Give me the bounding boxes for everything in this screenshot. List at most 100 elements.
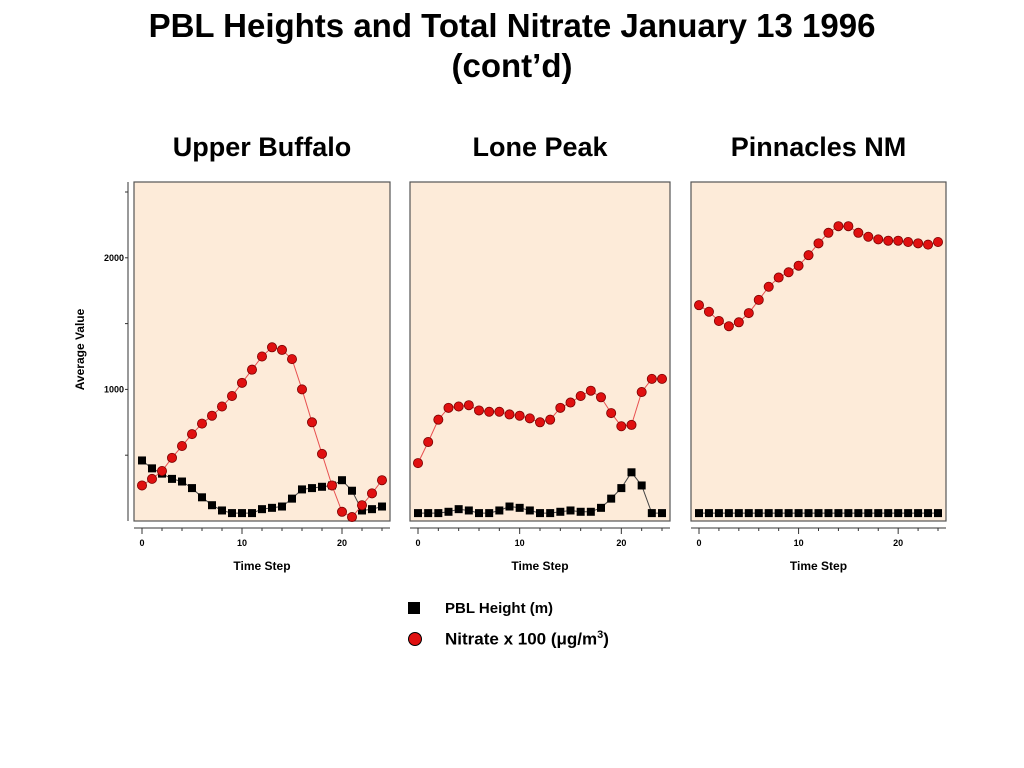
pbl-point-0-5	[188, 484, 196, 493]
nitrate-point-2-6	[753, 294, 764, 305]
nitrate-point-2-20	[893, 235, 904, 246]
pbl-point-2-10	[794, 509, 803, 518]
pbl-point-2-20	[894, 509, 903, 518]
pbl-point-1-1	[424, 509, 433, 518]
pbl-point-1-10	[515, 503, 524, 512]
nitrate-point-1-15	[565, 397, 576, 408]
nitrate-point-1-16	[575, 390, 586, 401]
plot-area-2	[690, 181, 947, 522]
nitrate-point-0-4	[176, 440, 187, 451]
pbl-point-1-16	[576, 507, 585, 516]
y-tick-label-0: 1000	[104, 384, 124, 394]
pbl-point-0-17	[308, 484, 316, 493]
nitrate-point-1-3	[443, 402, 454, 413]
nitrate-point-1-19	[606, 408, 617, 419]
title-line-1: PBL Heights and Total Nitrate January 13…	[148, 7, 876, 44]
pbl-point-2-0	[695, 509, 703, 518]
nitrate-point-1-22	[636, 387, 647, 398]
nitrate-point-1-7	[484, 406, 495, 417]
nitrate-point-0-24	[376, 475, 387, 486]
pbl-point-1-22	[637, 481, 646, 490]
nitrate-point-1-1	[423, 437, 434, 448]
nitrate-point-1-0	[412, 458, 423, 469]
pbl-point-2-15	[844, 509, 853, 518]
nitrate-point-2-13	[823, 227, 834, 238]
nitrate-point-1-23	[646, 373, 657, 384]
pbl-point-1-12	[536, 509, 544, 518]
nitrate-point-0-10	[236, 377, 247, 388]
pbl-point-2-17	[864, 509, 873, 518]
nitrate-label-prefix: Nitrate x 100 (	[445, 629, 557, 649]
nitrate-point-0-16	[296, 384, 307, 395]
nitrate-point-1-21	[626, 419, 637, 430]
nitrate-point-2-8	[773, 272, 784, 283]
pbl-point-0-4	[178, 477, 186, 486]
pbl-point-2-23	[924, 509, 933, 518]
pbl-point-1-17	[586, 507, 595, 516]
nitrate-point-2-15	[843, 221, 854, 232]
pbl-point-1-8	[495, 506, 504, 515]
nitrate-point-2-16	[853, 227, 864, 238]
pbl-point-2-1	[704, 509, 713, 518]
x-tick-label-0-1: 10	[237, 538, 247, 548]
nitrate-point-0-13	[266, 342, 277, 353]
panel-title-0: Upper Buffalo	[173, 132, 352, 162]
nitrate-point-1-24	[657, 373, 668, 384]
pbl-point-0-14	[278, 502, 286, 511]
y-axis-label: Average Value	[73, 308, 87, 390]
pbl-point-1-24	[658, 509, 666, 518]
pbl-point-1-9	[505, 502, 514, 511]
nitrate-point-0-20	[336, 506, 347, 517]
x-tick-label-1-2: 20	[616, 538, 626, 548]
nitrate-label-suffix: )	[603, 629, 609, 649]
pbl-point-0-13	[268, 503, 276, 512]
pbl-point-1-3	[444, 507, 453, 516]
nitrate-point-2-24	[933, 237, 944, 248]
pbl-point-1-11	[525, 506, 534, 515]
pbl-point-1-18	[597, 503, 605, 512]
pbl-point-0-15	[288, 494, 296, 503]
nitrate-point-2-14	[833, 221, 844, 232]
nitrate-point-1-8	[494, 406, 505, 417]
x-axis-label-0: Time Step	[233, 559, 290, 573]
nitrate-point-2-1	[703, 306, 714, 317]
nitrate-point-2-21	[903, 237, 914, 248]
pbl-point-2-5	[744, 509, 753, 518]
nitrate-point-1-5	[463, 400, 474, 411]
x-tick-label-2-2: 20	[893, 538, 903, 548]
pbl-point-0-12	[258, 505, 266, 514]
x-tick-label-1-0: 0	[415, 538, 420, 548]
nitrate-point-2-0	[694, 300, 705, 311]
nitrate-point-2-23	[923, 239, 934, 250]
x-tick-label-2-0: 0	[696, 538, 701, 548]
nitrate-point-0-7	[206, 410, 217, 421]
square-marker-icon	[408, 602, 420, 614]
legend-label-nitrate: Nitrate x 100 (μg/m3)	[445, 629, 609, 650]
pbl-point-2-9	[784, 509, 793, 518]
nitrate-point-1-2	[433, 414, 444, 425]
nitrate-point-0-22	[356, 500, 367, 511]
nitrate-point-1-18	[596, 392, 607, 403]
nitrate-point-2-4	[733, 317, 744, 328]
pbl-point-0-22	[358, 506, 366, 515]
nitrate-point-0-11	[246, 364, 257, 375]
pbl-point-2-2	[714, 509, 723, 518]
nitrate-point-0-3	[166, 452, 177, 463]
plot-area-0	[133, 181, 391, 522]
nitrate-point-0-12	[256, 351, 267, 362]
title-line-2: (cont’d)	[451, 47, 573, 84]
nitrate-point-2-22	[913, 238, 924, 249]
nitrate-point-0-19	[326, 480, 337, 491]
pbl-point-0-8	[218, 506, 226, 515]
nitrate-point-1-17	[585, 385, 596, 396]
pbl-point-0-21	[348, 486, 356, 495]
pbl-point-0-7	[208, 501, 216, 510]
pbl-point-1-5	[464, 506, 473, 515]
pbl-point-1-21	[627, 468, 636, 477]
nitrate-point-0-21	[346, 512, 357, 523]
pbl-point-0-10	[238, 509, 246, 518]
pbl-point-0-23	[368, 505, 376, 514]
nitrate-point-2-9	[783, 267, 794, 278]
pbl-point-0-1	[148, 464, 156, 473]
nitrate-point-1-6	[473, 405, 484, 416]
